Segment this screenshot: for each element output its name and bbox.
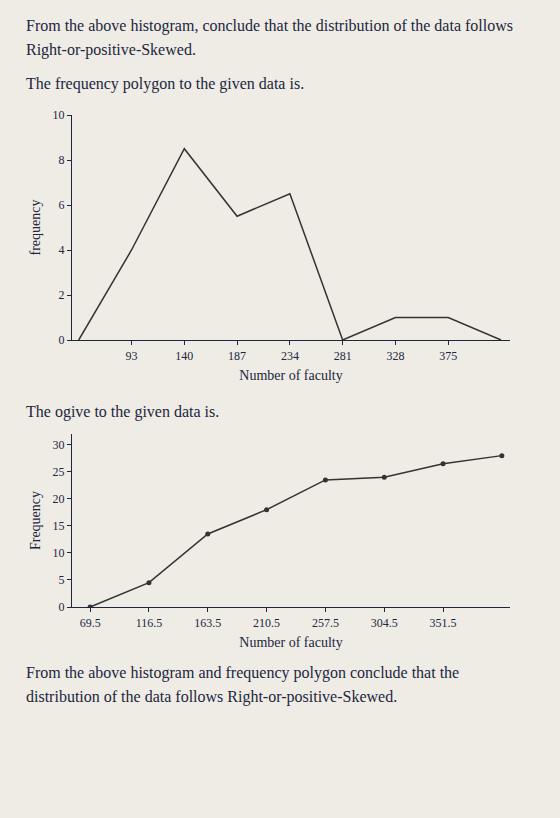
svg-text:6: 6 <box>58 198 64 212</box>
svg-text:25: 25 <box>52 465 64 479</box>
svg-text:frequency: frequency <box>28 200 43 256</box>
svg-text:2: 2 <box>58 288 64 302</box>
svg-text:140: 140 <box>175 349 193 363</box>
svg-text:20: 20 <box>52 492 64 506</box>
svg-text:30: 30 <box>52 438 64 452</box>
svg-text:Frequency: Frequency <box>28 491 43 550</box>
svg-text:15: 15 <box>52 519 64 533</box>
html-text:The frequency polygon to the g: The frequency polygon to the given data … <box>26 75 305 92</box>
svg-text:5: 5 <box>58 573 64 587</box>
svg-text:Number of faculty: Number of faculty <box>239 635 342 650</box>
svg-text:163.5: 163.5 <box>194 616 221 630</box>
svg-text:Number of faculty: Number of faculty <box>239 368 342 383</box>
svg-text:351.5: 351.5 <box>430 616 457 630</box>
svg-text:93: 93 <box>126 349 138 363</box>
svg-text:375: 375 <box>439 349 457 363</box>
svg-text:0: 0 <box>58 600 64 614</box>
svg-text:8: 8 <box>58 153 64 167</box>
html-text:From the above histogram and f: From the above histogram and frequency p… <box>26 664 460 705</box>
svg-text:304.5: 304.5 <box>371 616 398 630</box>
html-text:The ogive to the given data is: The ogive to the given data is. <box>26 403 220 420</box>
svg-text:281: 281 <box>334 349 352 363</box>
svg-text:10: 10 <box>52 546 64 560</box>
svg-text:4: 4 <box>58 243 64 257</box>
svg-text:257.5: 257.5 <box>312 616 339 630</box>
svg-text:234: 234 <box>281 349 299 363</box>
svg-text:69.5: 69.5 <box>80 616 101 630</box>
svg-text:328: 328 <box>386 349 404 363</box>
svg-text:10: 10 <box>52 108 64 122</box>
svg-text:0: 0 <box>58 333 64 347</box>
svg-text:210.5: 210.5 <box>253 616 280 630</box>
html-text:From the above histogram, conc: From the above histogram, conclude that … <box>26 17 513 58</box>
svg-text:187: 187 <box>228 349 246 363</box>
svg-text:116.5: 116.5 <box>136 616 163 630</box>
